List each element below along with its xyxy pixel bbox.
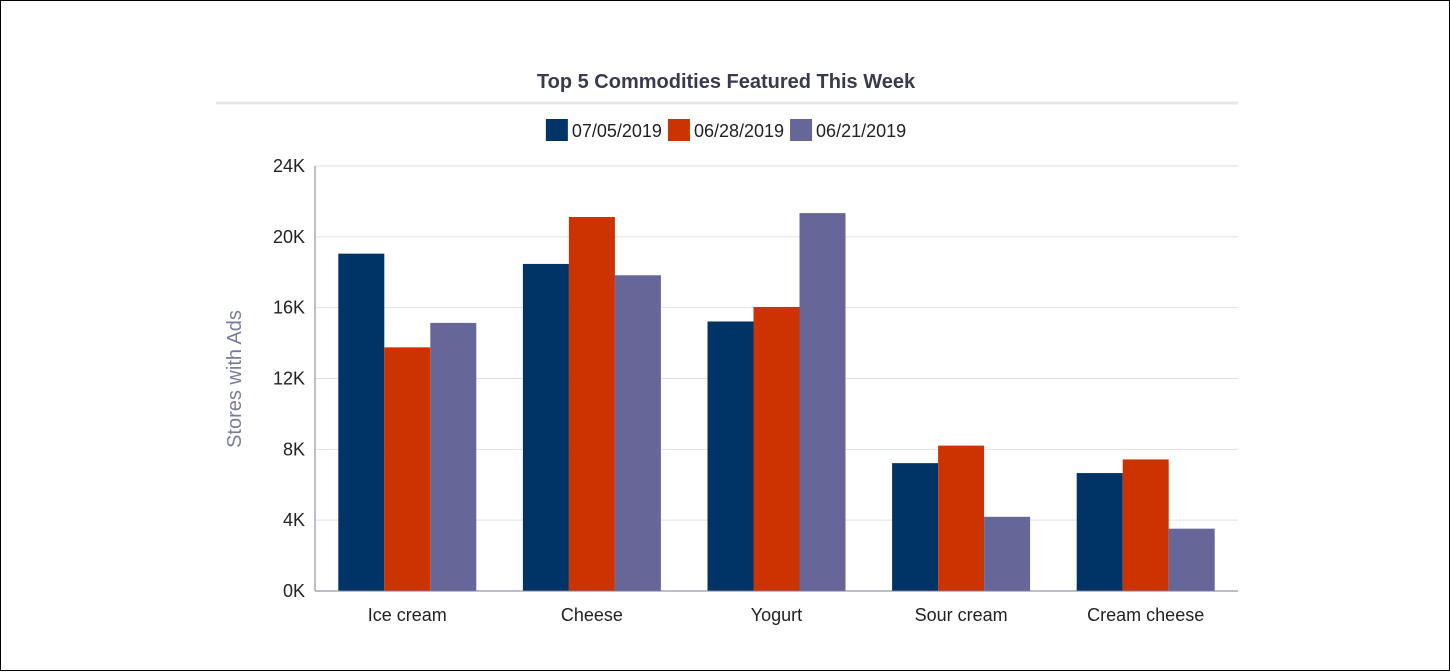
y-tick-label: 24K xyxy=(273,156,305,176)
bar[interactable] xyxy=(1122,459,1169,591)
bars xyxy=(338,213,1215,591)
legend-label: 06/28/2019 xyxy=(694,121,784,141)
y-tick-label: 0K xyxy=(283,581,305,601)
axes: 0K 4K 8K 12K 16K 20K 24K Ice cream Cheese Yogurt S… xyxy=(273,156,1238,625)
bar[interactable] xyxy=(892,463,939,591)
bar[interactable] xyxy=(707,321,754,591)
x-tick-label: Yogurt xyxy=(751,605,802,625)
bar[interactable] xyxy=(384,347,431,591)
y-tick-label: 4K xyxy=(283,510,305,530)
bar[interactable] xyxy=(1076,473,1123,591)
bar[interactable] xyxy=(753,306,800,591)
bar[interactable] xyxy=(430,322,477,591)
x-tick-label: Ice cream xyxy=(368,605,447,625)
legend-label: 07/05/2019 xyxy=(572,121,662,141)
bar[interactable] xyxy=(568,217,615,591)
legend-item[interactable]: 06/21/2019 xyxy=(790,119,906,141)
x-tick-label: Cheese xyxy=(561,605,623,625)
y-tick-label: 8K xyxy=(283,439,305,459)
y-axis-title: Stores with Ads xyxy=(224,310,246,448)
bar[interactable] xyxy=(799,213,846,591)
bar[interactable] xyxy=(938,445,985,591)
bar[interactable] xyxy=(522,263,569,591)
y-tick-label: 16K xyxy=(273,298,305,318)
legend-swatch xyxy=(790,119,813,141)
y-tick-label: 20K xyxy=(273,227,305,247)
bar[interactable] xyxy=(1168,528,1215,591)
x-tick-label: Sour cream xyxy=(915,605,1008,625)
chart-title: Top 5 Commodities Featured This Week xyxy=(537,71,916,93)
legend: 07/05/2019 06/28/2019 06/21/2019 xyxy=(545,119,906,141)
legend-swatch xyxy=(545,119,568,141)
legend-label: 06/21/2019 xyxy=(816,121,906,141)
bar[interactable] xyxy=(984,516,1031,591)
legend-item[interactable]: 06/28/2019 xyxy=(667,119,784,141)
legend-swatch xyxy=(667,119,690,141)
legend-item[interactable]: 07/05/2019 xyxy=(545,119,662,141)
y-tick-label: 12K xyxy=(273,369,305,389)
bar[interactable] xyxy=(614,275,661,591)
bar[interactable] xyxy=(338,253,385,591)
x-tick-label: Cream cheese xyxy=(1087,605,1204,625)
